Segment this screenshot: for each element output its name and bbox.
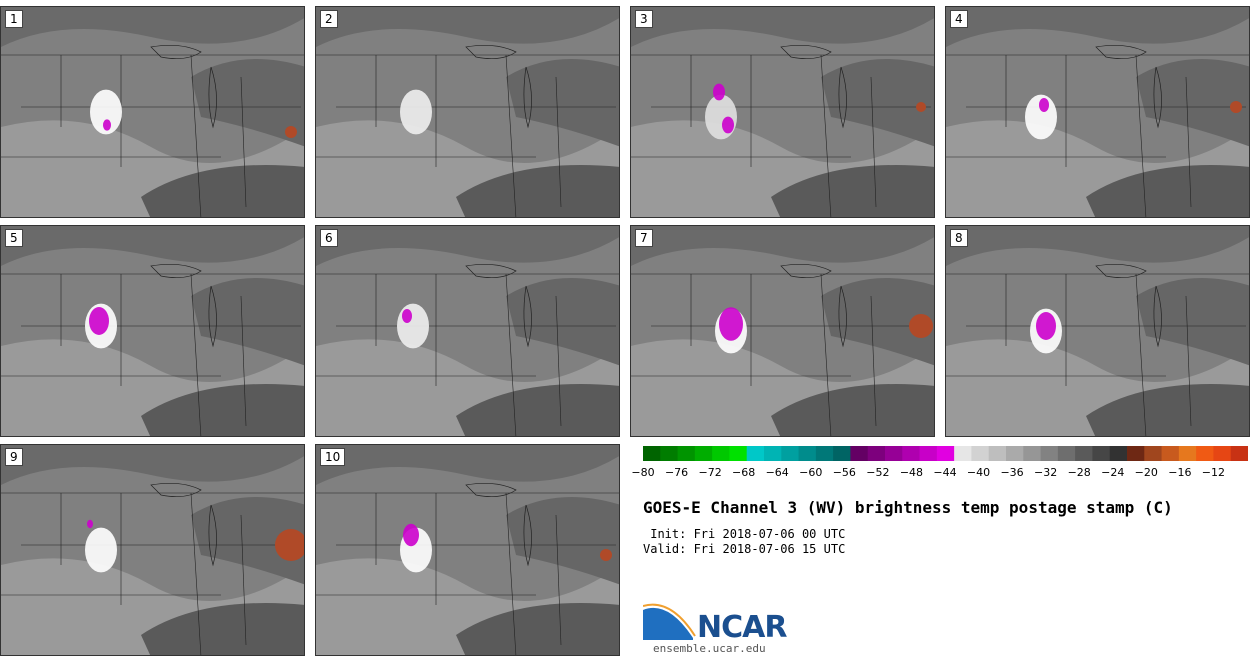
- colorbar-swatch: [1075, 446, 1093, 461]
- panel-label: 9: [5, 448, 23, 466]
- ncar-logo-text: NCAR: [697, 610, 787, 645]
- panel-label: 3: [635, 10, 653, 28]
- colorbar-swatch: [885, 446, 903, 461]
- colorbar-tick-label: −48: [899, 466, 924, 479]
- stamp-panel-4: 4: [945, 6, 1250, 218]
- colorbar-tick-label: −40: [966, 466, 991, 479]
- colorbar-tick-label: −60: [799, 466, 823, 479]
- colorbar-swatch: [850, 446, 869, 461]
- wv-map: [946, 7, 1249, 217]
- colorbar-swatch: [833, 446, 851, 461]
- colorbar-swatch: [988, 446, 1007, 461]
- stamp-panel-10: 10: [315, 444, 620, 656]
- colorbar-tick-label: −24: [1101, 466, 1125, 479]
- stamp-panel-6: 6: [315, 225, 620, 437]
- colorbar-swatch: [694, 446, 713, 461]
- wv-map: [316, 7, 619, 217]
- colorbar-swatch: [902, 446, 921, 461]
- colorbar-swatch: [677, 446, 696, 461]
- panel-label: 7: [635, 229, 653, 247]
- panel-label: 10: [320, 448, 346, 466]
- colorbar-swatch: [815, 446, 834, 461]
- wv-map: [946, 226, 1249, 436]
- colorbar-swatch: [1109, 446, 1128, 461]
- figure-title: GOES-E Channel 3 (WV) brightness temp po…: [643, 498, 1173, 517]
- stamp-panel-5: 5: [0, 225, 305, 437]
- colorbar-swatch: [1144, 446, 1163, 461]
- colorbar-swatch: [1092, 446, 1111, 461]
- colorbar-tick-label: −52: [866, 466, 890, 479]
- colorbar-swatch: [729, 446, 748, 461]
- colorbar-swatch: [936, 446, 955, 461]
- wv-map: [316, 226, 619, 436]
- colorbar-swatch: [712, 446, 730, 461]
- colorbar-tick-label: −72: [698, 466, 722, 479]
- valid-time: Valid: Fri 2018-07-06 15 UTC: [643, 542, 846, 556]
- wv-map: [316, 445, 619, 655]
- colorbar-swatch: [764, 446, 782, 461]
- panel-label: 2: [320, 10, 338, 28]
- stamp-panel-1: 1: [0, 6, 305, 218]
- colorbar-tick-label: −36: [1000, 466, 1024, 479]
- wv-map: [631, 7, 934, 217]
- colorbar-swatch: [1040, 446, 1059, 461]
- colorbar-tick-label: −80: [631, 466, 655, 479]
- colorbar-tick-labels: −80 −76 −72 −68 −64 −60 −56 −52 −48 −44 −40 −36 −32−…: [631, 466, 1248, 480]
- colorbar: [643, 446, 1248, 461]
- stamp-panel-3: 3: [630, 6, 935, 218]
- colorbar-tick-label: −56: [832, 466, 856, 479]
- colorbar-swatch: [867, 446, 886, 461]
- colorbar-swatch: [1230, 446, 1248, 461]
- site-url: ensemble.ucar.edu: [653, 642, 766, 655]
- colorbar-swatch: [1057, 446, 1076, 461]
- colorbar-swatch: [781, 446, 800, 461]
- colorbar-swatch: [1023, 446, 1042, 461]
- wv-map: [631, 226, 934, 436]
- colorbar-swatch: [1213, 446, 1232, 461]
- panel-label: 1: [5, 10, 23, 28]
- stamp-panel-7: 7: [630, 225, 935, 437]
- ncar-logo-icon: [643, 603, 696, 640]
- colorbar-swatch: [971, 446, 990, 461]
- colorbar-tick-label: −44: [933, 466, 957, 479]
- colorbar-tick-label: −16: [1168, 466, 1192, 479]
- colorbar-tick-label: −12: [1201, 466, 1225, 479]
- colorbar-tick-label: −76: [664, 466, 689, 479]
- colorbar-tick-label: −64: [765, 466, 789, 479]
- stamp-panel-8: 8: [945, 225, 1250, 437]
- colorbar-swatch: [643, 446, 661, 461]
- colorbar-swatch: [798, 446, 817, 461]
- panel-label: 6: [320, 229, 338, 247]
- colorbar-swatch: [919, 446, 938, 461]
- colorbar-swatch: [660, 446, 679, 461]
- colorbar-swatch: [1178, 446, 1197, 461]
- colorbar-tick-label: −68: [732, 466, 756, 479]
- colorbar-tick-label: −20: [1134, 466, 1158, 479]
- init-time: Init: Fri 2018-07-06 00 UTC: [643, 527, 846, 541]
- panel-label: 4: [950, 10, 968, 28]
- colorbar-swatch: [1196, 446, 1214, 461]
- colorbar-swatch: [1127, 446, 1145, 461]
- wv-map: [1, 7, 304, 217]
- wv-map: [1, 445, 304, 655]
- colorbar-swatch: [1006, 446, 1024, 461]
- colorbar-swatch: [954, 446, 972, 461]
- panel-label: 5: [5, 229, 23, 247]
- wv-map: [1, 226, 304, 436]
- colorbar-swatch: [746, 446, 765, 461]
- stamp-panel-2: 2: [315, 6, 620, 218]
- colorbar-tick-label: −32: [1034, 466, 1058, 479]
- stamp-panel-9: 9: [0, 444, 305, 656]
- colorbar-tick-label: −28: [1067, 466, 1091, 479]
- colorbar-swatch: [1161, 446, 1180, 461]
- panel-label: 8: [950, 229, 968, 247]
